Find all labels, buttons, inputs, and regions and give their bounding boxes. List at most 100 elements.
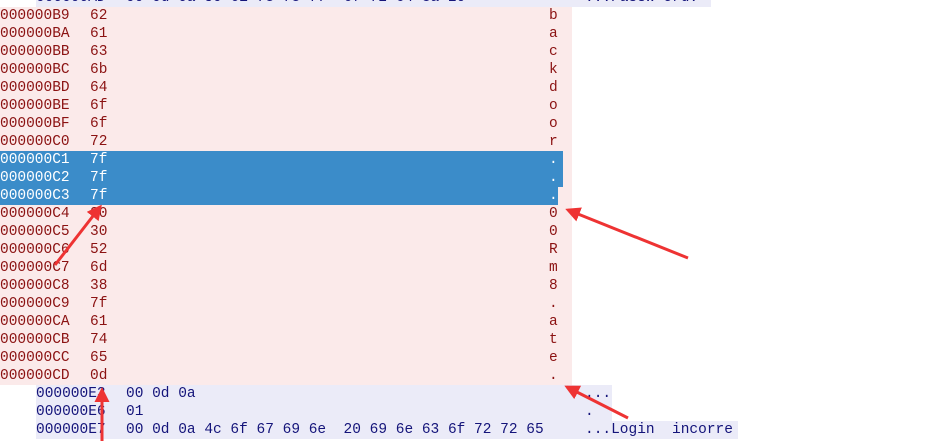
dump-row: 000000BA 61 a [0,25,572,43]
dump-row: 000000C1 7f. [0,151,563,169]
hex-bytes: 72 [90,134,108,150]
arrow [565,207,689,260]
dump-row: 000000C5 30 0 [0,223,572,241]
hex-bytes: 00 0d 0a 50 61 73 73 77 6f 72 64 3a 20 [126,0,465,7]
offset: 000000CB [0,332,70,348]
ascii-text: . [585,404,594,420]
ascii-text: 8 [549,278,558,294]
dump-row: 000000BD 64 d [0,79,572,97]
ascii-text: . [549,152,558,168]
offset: 000000C5 [0,224,70,240]
hex-bytes: 7f [90,170,108,186]
offset: 000000C3 [0,188,70,204]
offset: 000000C0 [0,134,70,150]
hex-bytes: 6b [90,62,108,78]
dump-row: 000000C8 38 8 [0,277,572,295]
ascii-text: 0 [549,206,558,222]
dump-row: 000000C3 7f. [0,187,558,205]
offset: 000000CD [0,368,70,384]
dump-row: 000000CD 0d. [0,367,572,385]
offset: 000000AD [36,0,106,7]
dump-row: 000000E6 01. [36,403,612,421]
dump-row: 000000CB 74 t [0,331,572,349]
ascii-text: o [549,116,558,132]
ascii-text: ...Passw ord: [585,0,707,7]
hex-bytes: 38 [90,278,108,294]
dump-row: 000000C9 7f. [0,295,572,313]
ascii-text: m [549,260,558,276]
ascii-text: a [549,314,558,330]
hex-bytes: 61 [90,314,108,330]
hex-bytes: 7f [90,188,108,204]
ascii-text: a [549,26,558,42]
ascii-text: . [549,188,558,204]
offset: 000000BC [0,62,70,78]
dump-row: 000000B9 62 b [0,7,572,25]
hex-bytes: 63 [90,44,108,60]
hex-bytes: 6f [90,98,108,114]
offset: 000000BF [0,116,70,132]
hex-bytes: 61 [90,26,108,42]
offset: 000000BD [0,80,70,96]
offset: 000000BE [0,98,70,114]
offset: 000000CA [0,314,70,330]
hex-bytes: 00 0d 0a [126,386,196,402]
ascii-text: b [549,8,558,24]
hex-bytes: 74 [90,332,108,348]
ascii-text: o [549,98,558,114]
offset: 000000E7 [36,422,106,438]
hex-bytes: 00 0d 0a 4c 6f 67 69 6e 20 69 6e 63 6f 7… [126,422,544,438]
ascii-text: . [549,170,558,186]
dump-row: 000000BE 6f o [0,97,572,115]
hex-bytes: 01 [126,404,144,420]
arrow [53,204,102,266]
hex-bytes: 7f [90,152,108,168]
ascii-text: R [549,242,558,258]
dump-row: 000000BC 6b k [0,61,572,79]
offset: 000000C1 [0,152,70,168]
dump-row: 000000E3 00 0d 0a... [36,385,612,403]
ascii-text: . [549,296,558,312]
hex-bytes: 6f [90,116,108,132]
dump-row: 000000CA 61 a [0,313,572,331]
hex-bytes: 62 [90,8,108,24]
offset: 000000C2 [0,170,70,186]
ascii-text: c [549,44,558,60]
dump-row: 000000CC 65 e [0,349,572,367]
offset: 000000E3 [36,386,106,402]
offset: 000000C4 [0,206,70,222]
dump-row: 000000C2 7f. [0,169,563,187]
ascii-text: k [549,62,558,78]
ascii-text: . [549,368,558,384]
ascii-text: r [549,134,558,150]
hex-bytes: 52 [90,242,108,258]
offset: 000000BA [0,26,70,42]
offset: 000000C7 [0,260,70,276]
offset: 000000C9 [0,296,70,312]
hex-bytes: 7f [90,296,108,312]
dump-row: 000000C0 72 r [0,133,572,151]
dump-row: 000000BF 6f o [0,115,572,133]
arrow [564,385,629,420]
dump-row: 000000BB 63 c [0,43,572,61]
dump-row: 000000C7 6d m [0,259,572,277]
ascii-text: t [549,332,558,348]
hex-bytes: 30 [90,224,108,240]
offset: 000000B9 [0,8,70,24]
offset: 000000CC [0,350,70,366]
offset: 000000E6 [36,404,106,420]
hex-bytes: 0d [90,368,108,384]
dump-row: 000000E7 00 0d 0a 4c 6f 67 69 6e 20 69 6e… [36,421,738,439]
hex-bytes: 64 [90,80,108,96]
dump-row: 000000C6 52 R [0,241,572,259]
ascii-text: e [549,350,558,366]
offset: 000000C6 [0,242,70,258]
dump-row: 000000AD 00 0d 0a 50 61 73 73 77 6f 72 64… [36,0,711,7]
offset: 000000C8 [0,278,70,294]
hex-bytes: 65 [90,350,108,366]
ascii-text: ...Login incorre [585,422,733,438]
ascii-text: d [549,80,558,96]
hex-bytes: 6d [90,260,108,276]
